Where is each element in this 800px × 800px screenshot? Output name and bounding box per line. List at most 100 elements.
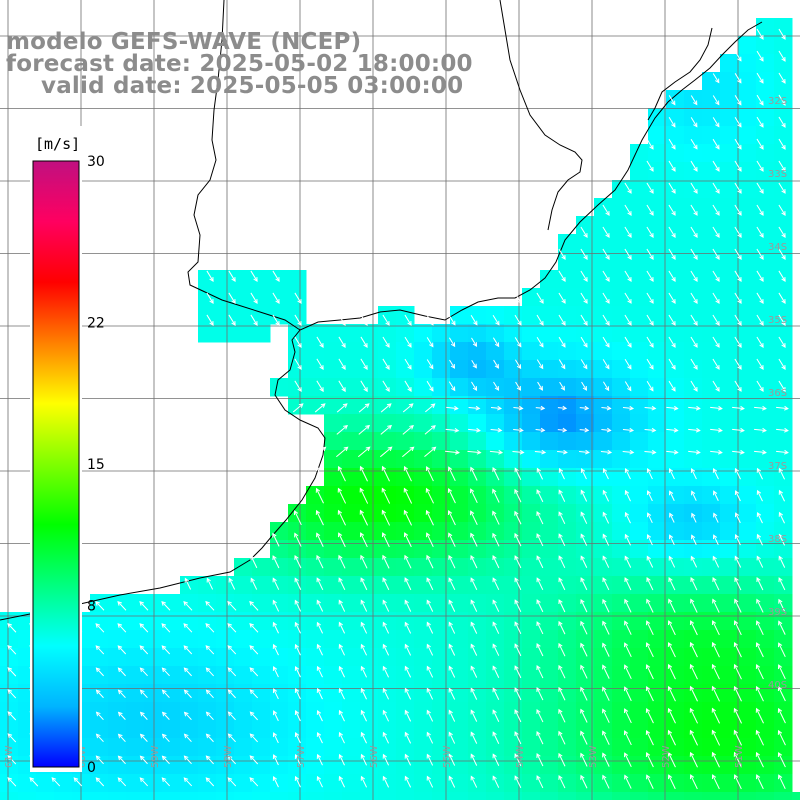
field-cell [396,450,415,469]
field-cell [522,378,541,397]
field-cell [594,450,613,469]
wind-arrow [624,555,632,568]
field-cell [738,342,757,361]
field-cell [306,702,325,721]
wind-arrow [315,466,324,482]
field-cell [180,648,199,667]
wind-arrow [161,733,170,742]
field-cell [486,522,505,541]
field-cell [558,648,577,667]
wind-arrow [756,292,764,304]
field-cell [702,648,721,667]
field-cell [594,684,613,703]
wind-arrow [183,645,193,655]
wind-arrow [272,292,280,304]
field-cell [612,180,631,199]
field-cell [558,342,577,361]
field-cell [504,342,523,361]
field-cell [342,720,361,739]
field-cell [252,738,271,757]
wind-arrow [733,774,742,790]
field-cell [522,594,541,613]
wind-arrow [314,446,327,458]
field-cell [756,756,775,775]
wind-arrow [777,729,786,746]
field-cell [648,522,667,541]
field-cell [738,252,757,271]
field-cell [504,432,523,451]
field-cell [594,666,613,685]
wind-arrow [448,665,456,678]
wind-arrow [733,663,742,680]
wind-arrow [536,643,544,657]
field-cell [648,486,667,505]
wind-arrow [228,577,236,590]
wind-arrow [536,577,544,591]
field-cell [576,414,595,433]
wind-arrow [690,555,698,568]
wind-arrow [294,599,302,612]
wind-arrow [734,314,742,326]
wind-arrow [448,466,456,482]
field-cell [576,288,595,307]
field-cell [0,702,19,721]
field-cell [630,180,649,199]
field-cell [414,414,433,433]
field-cell [612,540,631,559]
field-cell [504,522,523,541]
field-cell [522,774,541,793]
wind-arrow [315,487,324,504]
field-cell [504,612,523,631]
lon-label: 60W [77,745,88,768]
wind-arrow [734,336,742,348]
wind-arrow [514,731,522,745]
field-cell [342,396,361,415]
wind-arrow [425,487,434,504]
field-cell [558,504,577,523]
field-cell [270,648,289,667]
wind-arrow [513,427,524,433]
field-cell [576,702,595,721]
wind-arrow [205,689,214,699]
field-cell [522,720,541,739]
wind-arrow [7,711,17,721]
field-cell [702,684,721,703]
wind-arrow [139,733,148,742]
wind-arrow [666,449,679,455]
wind-arrow [580,270,588,282]
field-cell [450,504,469,523]
field-cell [720,54,739,73]
field-cell [630,486,649,505]
field-cell [630,432,649,451]
field-cell [738,702,757,721]
field-cell [432,666,451,685]
wind-arrow [667,774,676,790]
river-uruguay [187,0,301,331]
wind-arrow [470,466,478,481]
wind-arrow [623,708,632,724]
field-cell [774,144,793,163]
field-cell [630,702,649,721]
wind-arrow [778,620,786,635]
wind-arrow [95,755,104,765]
lon-label: 55W [442,745,453,768]
field-cell [144,702,163,721]
field-cell [288,612,307,631]
field-cell [756,72,775,91]
wind-arrow [756,204,764,216]
field-cell [468,702,487,721]
wind-arrow [710,405,723,411]
field-cell [756,792,775,800]
wind-arrow [294,665,301,678]
wind-arrow [690,598,698,613]
wind-arrow [711,729,721,746]
wind-arrow [95,689,104,699]
field-cell [630,162,649,181]
field-cell [666,522,685,541]
field-cell [396,378,415,397]
field-cell [504,648,523,667]
wind-arrow [755,707,764,724]
wind-arrow [338,554,346,569]
wind-arrow [756,577,764,591]
field-cell [126,720,145,739]
